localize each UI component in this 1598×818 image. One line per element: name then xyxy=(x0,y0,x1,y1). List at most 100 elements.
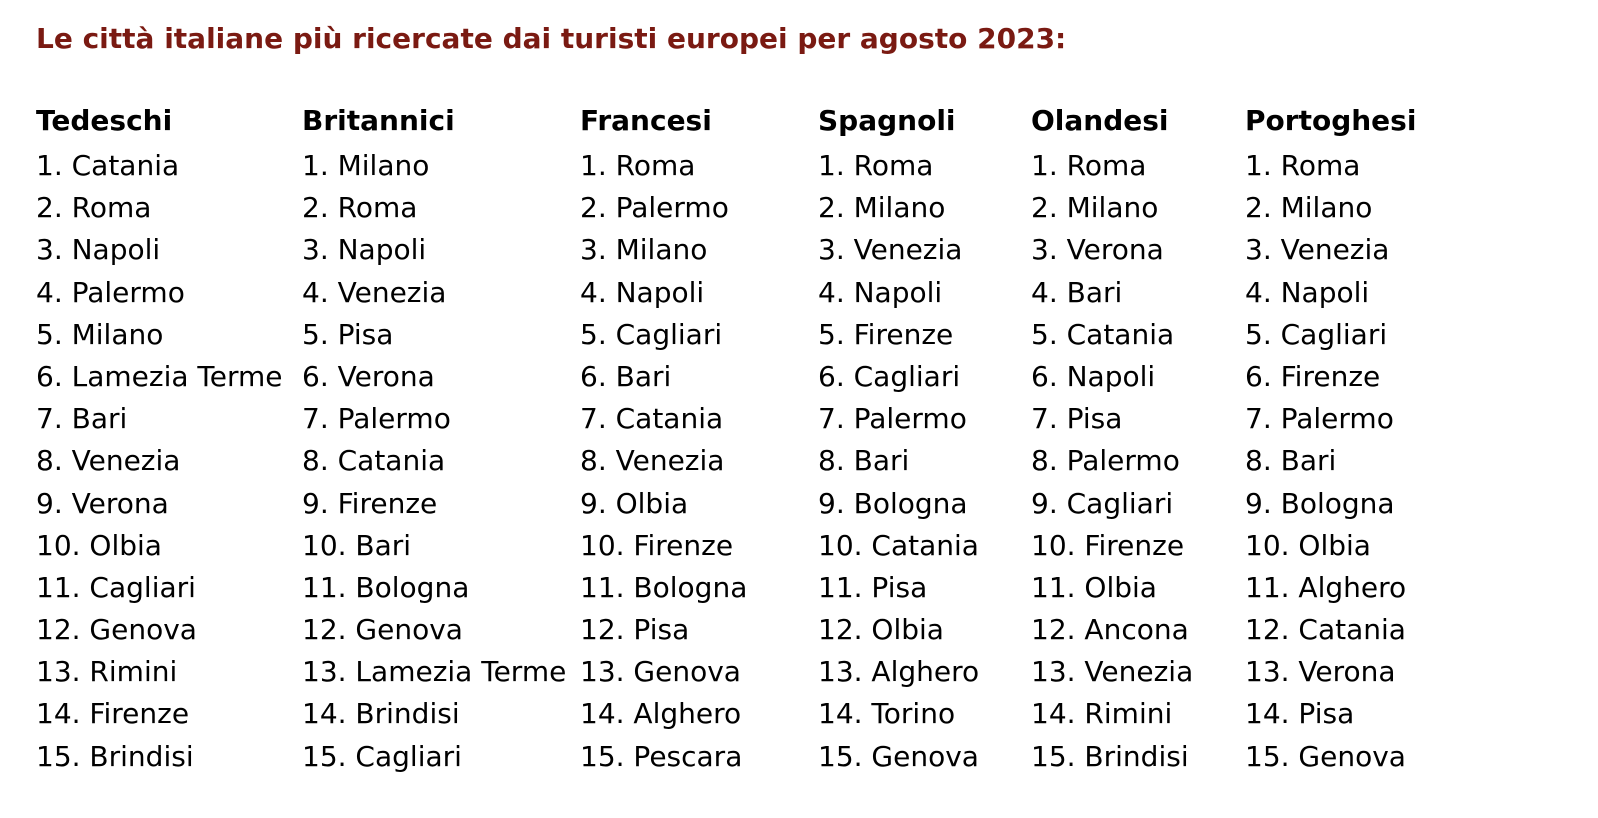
list-item: 15. Cagliari xyxy=(302,739,462,773)
list-item: 2. Roma xyxy=(36,191,152,225)
list-item: 10. Olbia xyxy=(1245,528,1371,562)
list-item: 12. Catania xyxy=(1245,613,1406,647)
city-list: 1. Milano 2. Roma 3. Napoli 4. Venezia 5… xyxy=(302,145,566,778)
list-item: 9. Bologna xyxy=(1245,486,1395,520)
list-item: 1. Roma xyxy=(580,149,696,182)
column-header: Britannici xyxy=(302,104,455,137)
list-item: 9. Bologna xyxy=(818,486,968,520)
list-item: 12. Ancona xyxy=(1031,613,1189,647)
list-item: 7. Palermo xyxy=(818,402,967,436)
column-tedeschi: Tedeschi 1. Catania 2. Roma 3. Napoli 4.… xyxy=(36,103,283,778)
city-list: 1. Roma 2. Milano 3. Verona 4. Bari 5. C… xyxy=(1031,145,1193,778)
list-item: 13. Verona xyxy=(1245,655,1396,689)
list-item: 1. Catania xyxy=(36,149,180,182)
list-item: 1. Roma xyxy=(1245,149,1361,182)
list-item: 4. Napoli xyxy=(818,275,943,309)
list-item: 8. Venezia xyxy=(580,444,725,478)
list-item: 5. Firenze xyxy=(818,317,954,351)
list-item: 6. Bari xyxy=(580,359,672,393)
list-item: 6. Napoli xyxy=(1031,359,1156,393)
list-item: 2. Milano xyxy=(1031,191,1159,225)
list-item: 11. Bologna xyxy=(302,570,470,604)
list-item: 6. Cagliari xyxy=(818,359,961,393)
column-spagnoli: Spagnoli 1. Roma 2. Milano 3. Venezia 4.… xyxy=(818,103,979,778)
city-list: 1. Catania 2. Roma 3. Napoli 4. Palermo … xyxy=(36,145,283,778)
city-list: 1. Roma 2. Milano 3. Venezia 4. Napoli 5… xyxy=(818,145,979,778)
list-item: 3. Verona xyxy=(1031,233,1164,267)
list-item: 14. Brindisi xyxy=(302,697,460,731)
city-list: 1. Roma 2. Milano 3. Venezia 4. Napoli 5… xyxy=(1245,145,1416,778)
list-item: 13. Rimini xyxy=(36,655,178,689)
list-item: 15. Pescara xyxy=(580,739,743,773)
list-item: 15. Genova xyxy=(1245,739,1406,773)
list-item: 11. Cagliari xyxy=(36,570,196,604)
list-item: 10. Firenze xyxy=(1031,528,1185,562)
list-item: 13. Genova xyxy=(580,655,741,689)
list-item: 12. Olbia xyxy=(818,613,944,647)
list-item: 12. Genova xyxy=(302,613,463,647)
list-item: 15. Brindisi xyxy=(1031,739,1189,773)
column-britannici: Britannici 1. Milano 2. Roma 3. Napoli 4… xyxy=(302,103,566,778)
list-item: 7. Pisa xyxy=(1031,402,1123,436)
list-item: 5. Pisa xyxy=(302,317,394,351)
list-item: 8. Bari xyxy=(818,444,910,478)
list-item: 11. Pisa xyxy=(818,570,928,604)
list-item: 14. Firenze xyxy=(36,697,190,731)
list-item: 12. Genova xyxy=(36,613,197,647)
column-header: Tedeschi xyxy=(36,104,173,137)
column-header: Portoghesi xyxy=(1245,104,1417,137)
column-portoghesi: Portoghesi 1. Roma 2. Milano 3. Venezia … xyxy=(1245,103,1416,778)
list-item: 6. Verona xyxy=(302,359,435,393)
list-item: 10. Olbia xyxy=(36,528,162,562)
list-item: 10. Catania xyxy=(818,528,979,562)
list-item: 5. Cagliari xyxy=(1245,317,1388,351)
list-item: 3. Napoli xyxy=(36,233,161,267)
list-item: 4. Bari xyxy=(1031,275,1123,309)
list-item: 14. Torino xyxy=(818,697,956,731)
list-item: 8. Bari xyxy=(1245,444,1337,478)
list-item: 1. Roma xyxy=(1031,149,1147,182)
list-item: 5. Milano xyxy=(36,317,164,351)
list-item: 4. Venezia xyxy=(302,275,447,309)
list-item: 3. Venezia xyxy=(1245,233,1390,267)
list-item: 8. Catania xyxy=(302,444,446,478)
list-item: 13. Alghero xyxy=(818,655,980,689)
list-item: 7. Bari xyxy=(36,402,128,436)
column-francesi: Francesi 1. Roma 2. Palermo 3. Milano 4.… xyxy=(580,103,747,778)
column-header: Spagnoli xyxy=(818,104,956,137)
list-item: 10. Bari xyxy=(302,528,412,562)
list-item: 15. Genova xyxy=(818,739,979,773)
list-item: 5. Catania xyxy=(1031,317,1175,351)
list-item: 15. Brindisi xyxy=(36,739,194,773)
list-item: 11. Olbia xyxy=(1031,570,1157,604)
page-title: Le città italiane più ricercate dai turi… xyxy=(36,22,1067,55)
list-item: 4. Napoli xyxy=(1245,275,1370,309)
list-item: 2. Milano xyxy=(818,191,946,225)
list-item: 2. Palermo xyxy=(580,191,729,225)
list-item: 7. Catania xyxy=(580,402,724,436)
list-item: 13. Lamezia Terme xyxy=(302,655,567,689)
list-item: 12. Pisa xyxy=(580,613,690,647)
list-item: 14. Rimini xyxy=(1031,697,1173,731)
list-item: 8. Palermo xyxy=(1031,444,1180,478)
list-item: 5. Cagliari xyxy=(580,317,723,351)
list-item: 9. Verona xyxy=(36,486,169,520)
list-item: 1. Roma xyxy=(818,149,934,182)
list-item: 6. Firenze xyxy=(1245,359,1381,393)
list-item: 3. Milano xyxy=(580,233,708,267)
list-item: 4. Napoli xyxy=(580,275,705,309)
list-item: 1. Milano xyxy=(302,149,430,182)
list-item: 7. Palermo xyxy=(302,402,451,436)
list-item: 14. Alghero xyxy=(580,697,742,731)
list-item: 6. Lamezia Terme xyxy=(36,359,283,393)
list-item: 13. Venezia xyxy=(1031,655,1194,689)
column-header: Francesi xyxy=(580,104,712,137)
list-item: 10. Firenze xyxy=(580,528,734,562)
list-item: 11. Bologna xyxy=(580,570,748,604)
city-list: 1. Roma 2. Palermo 3. Milano 4. Napoli 5… xyxy=(580,145,747,778)
list-item: 3. Venezia xyxy=(818,233,963,267)
column-olandesi: Olandesi 1. Roma 2. Milano 3. Verona 4. … xyxy=(1031,103,1193,778)
list-item: 11. Alghero xyxy=(1245,570,1407,604)
column-header: Olandesi xyxy=(1031,104,1169,137)
list-item: 8. Venezia xyxy=(36,444,181,478)
